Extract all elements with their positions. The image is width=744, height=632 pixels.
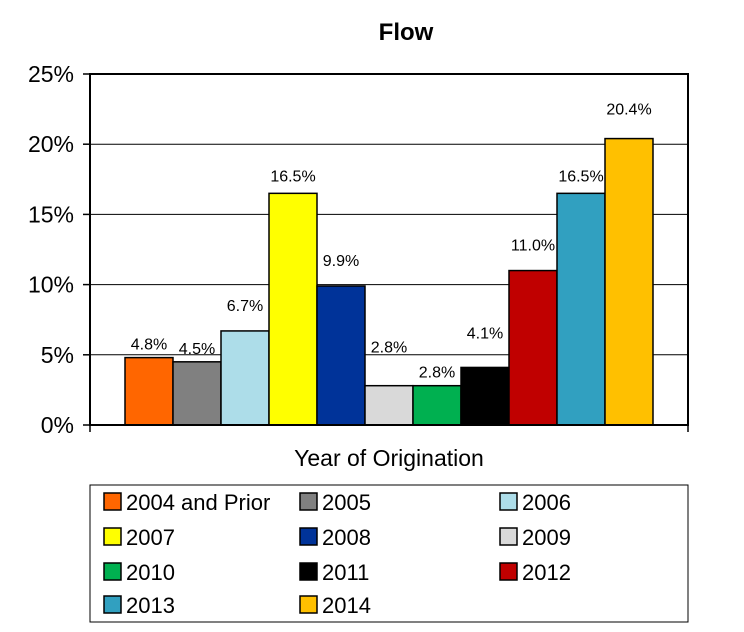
legend-item: 2013 <box>103 593 175 618</box>
y-tick-label: 10% <box>28 272 74 298</box>
legend-swatch <box>299 527 318 546</box>
legend-item: 2012 <box>499 560 571 585</box>
data-label: 20.4% <box>606 102 651 119</box>
legend-label: 2013 <box>126 593 175 618</box>
legend-swatch <box>103 595 122 614</box>
bar-2004-and-prior <box>124 356 174 426</box>
data-label: 11.0% <box>511 238 555 255</box>
legend-item: 2008 <box>299 525 371 550</box>
legend-label: 2005 <box>322 490 371 515</box>
legend: 2004 and Prior 2005 2006 2007 2008 2009 2010 20… <box>103 490 571 618</box>
legend-swatch <box>499 527 518 546</box>
plot-area-frame <box>89 73 689 426</box>
legend-box <box>89 484 689 623</box>
legend-item: 2004 and Prior <box>103 490 270 515</box>
legend-swatch <box>103 562 122 581</box>
bar-2010 <box>412 384 462 426</box>
bar-2008 <box>316 285 366 426</box>
x-axis-label: Year of Origination <box>294 445 484 471</box>
data-label: 4.5% <box>179 341 215 358</box>
bar-2009 <box>364 384 414 426</box>
data-label: 16.5% <box>558 168 603 185</box>
legend-swatch <box>103 492 122 511</box>
legend-swatch <box>103 527 122 546</box>
y-axis: 0% 5% 10% 15% 20% 25% <box>28 61 689 438</box>
chart-title: Flow <box>379 19 434 46</box>
legend-item: 2007 <box>103 525 175 550</box>
legend-swatch <box>299 595 318 614</box>
legend-item: 2009 <box>499 525 571 550</box>
bar-2012 <box>508 269 558 426</box>
bar-2014 <box>604 137 654 426</box>
legend-swatch <box>299 492 318 511</box>
bar-2005 <box>172 361 222 426</box>
bar-2007 <box>268 192 318 426</box>
data-label: 2.8% <box>419 365 455 382</box>
data-label: 4.1% <box>467 325 503 342</box>
legend-label: 2010 <box>126 560 175 585</box>
bar-2011 <box>460 366 510 426</box>
data-label: 4.8% <box>131 337 167 354</box>
bar-2006 <box>220 330 270 426</box>
legend-label: 2004 and Prior <box>126 490 270 515</box>
y-tick-label: 25% <box>28 61 74 87</box>
legend-item: 2005 <box>299 490 371 515</box>
legend-label: 2007 <box>126 525 175 550</box>
legend-item: 2014 <box>299 593 371 618</box>
data-label: 2.8% <box>371 340 407 357</box>
legend-label: 2008 <box>322 525 371 550</box>
legend-item: 2006 <box>499 490 571 515</box>
legend-label: 2009 <box>522 525 571 550</box>
legend-swatch <box>499 562 518 581</box>
legend-swatch <box>299 562 318 581</box>
data-label: 9.9% <box>323 253 359 270</box>
legend-item: 2011 <box>299 560 369 585</box>
y-tick-label: 20% <box>28 131 74 157</box>
legend-label: 2011 <box>322 560 369 585</box>
legend-label: 2006 <box>522 490 571 515</box>
legend-item: 2010 <box>103 560 175 585</box>
y-tick-label: 5% <box>41 342 74 368</box>
legend-swatch <box>499 492 518 511</box>
y-tick-label: 0% <box>41 412 74 438</box>
data-label: 16.5% <box>270 168 315 185</box>
data-label: 6.7% <box>227 298 263 315</box>
y-tick-label: 15% <box>28 201 74 227</box>
data-labels: 4.8% 4.5% 6.7% 16.5% 9.9% 2.8% 2.8% 4.1% 11.0% 16… <box>131 102 652 382</box>
bar-2013 <box>556 192 606 426</box>
legend-label: 2014 <box>322 593 371 618</box>
bars-layer <box>124 137 654 426</box>
legend-label: 2012 <box>522 560 571 585</box>
